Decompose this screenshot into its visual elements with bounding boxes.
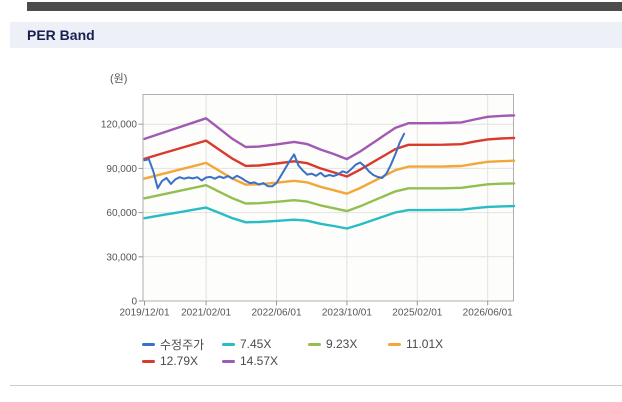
panel-header: PER Band — [10, 22, 622, 48]
band-11-01x — [143, 159, 516, 195]
legend-swatch-14-57x — [222, 359, 235, 363]
legend-label-11-01x: 11.01X — [406, 337, 444, 351]
x-tick-label-2025/02/01: 2025/02/01 — [392, 308, 442, 319]
price-line — [143, 132, 406, 190]
x-tick-label-2021/02/01: 2021/02/01 — [181, 308, 231, 319]
legend-label-price: 수정주가 — [160, 337, 205, 352]
legend-label-14-57x: 14.57X — [240, 354, 279, 368]
y-tick-label-90000: 90,000 — [106, 164, 137, 175]
legend-swatch-price — [142, 342, 155, 346]
x-tick-label-2026/06/01: 2026/06/01 — [463, 308, 513, 319]
legend-swatch-7-45x — [222, 342, 235, 346]
legend-item-14-57x: 14.57X — [222, 354, 278, 368]
legend-item-price: 수정주가 — [142, 337, 205, 352]
y-tick-label-120000: 120,000 — [101, 120, 138, 131]
panel-title: PER Band — [27, 27, 95, 43]
x-tick-label-2019/12/01: 2019/12/01 — [119, 308, 169, 319]
band-7-45x — [143, 204, 516, 230]
band-14-57x — [143, 114, 516, 161]
legend-swatch-12-79x — [142, 359, 155, 363]
bottom-divider — [10, 385, 622, 386]
legend-swatch-9-23x — [308, 342, 321, 346]
legend-label-12-79x: 12.79X — [160, 354, 199, 368]
x-tick-label-2023/10/01: 2023/10/01 — [322, 308, 372, 319]
legend-item-11-01x: 11.01X — [388, 337, 443, 351]
band-9-23x — [143, 182, 516, 213]
y-tick-label-30000: 30,000 — [106, 252, 137, 263]
legend-item-7-45x: 7.45X — [222, 337, 271, 351]
legend-item-9-23x: 9.23X — [308, 337, 357, 351]
legend-item-12-79x: 12.79X — [142, 354, 198, 368]
y-axis-unit-label: (원) — [110, 72, 127, 85]
band-12-79x — [143, 136, 516, 178]
x-tick-label-2022/06/01: 2022/06/01 — [251, 308, 301, 319]
legend-swatch-11-01x — [388, 342, 401, 346]
y-tick-label-0: 0 — [131, 297, 137, 308]
legend-label-9-23x: 9.23X — [326, 337, 358, 351]
y-tick-label-60000: 60,000 — [106, 208, 137, 219]
plot-area — [142, 94, 514, 302]
top-strip-decoration — [27, 2, 622, 11]
legend-label-7-45x: 7.45X — [240, 337, 272, 351]
